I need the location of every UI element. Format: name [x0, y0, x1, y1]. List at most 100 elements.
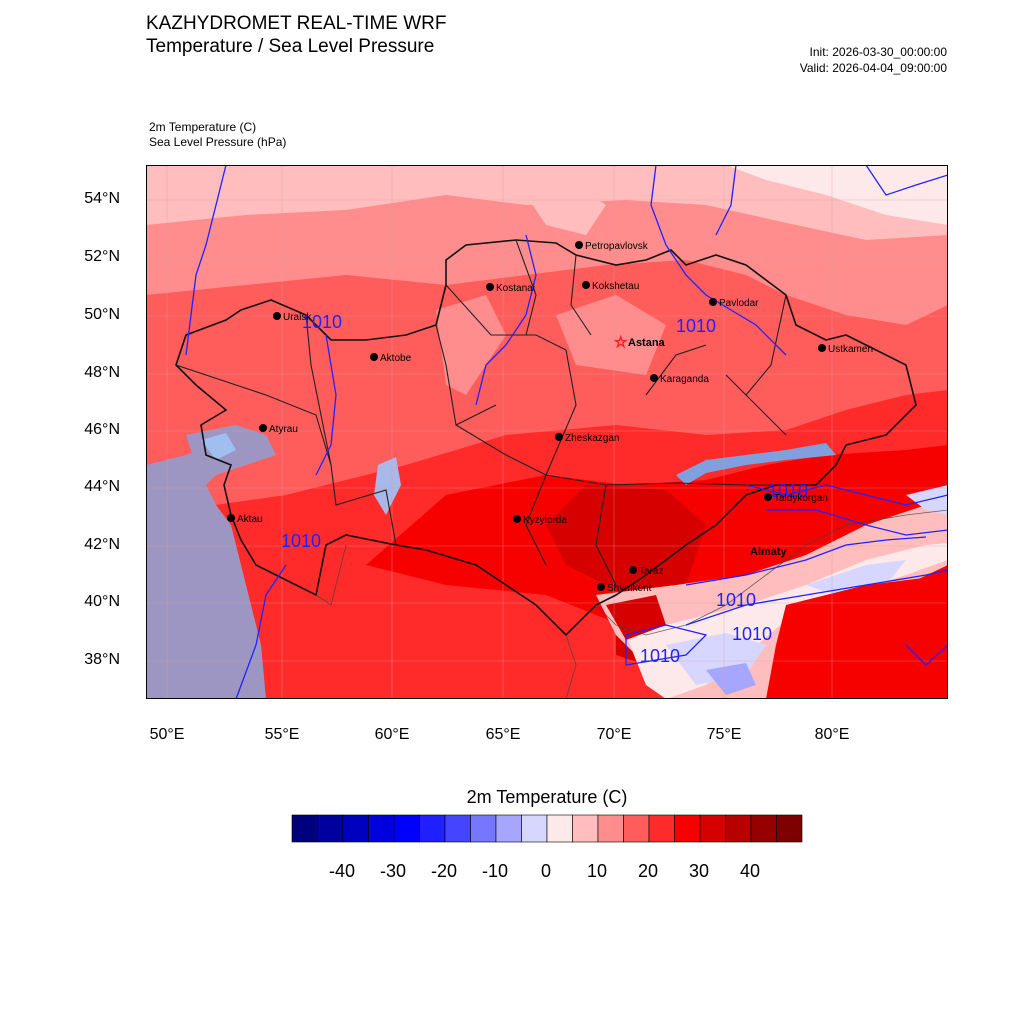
lake-balkhash	[676, 443, 836, 485]
city-label: Aktobe	[380, 353, 412, 364]
colorbar-swatch	[291, 814, 318, 843]
city-label: Petropavlovsk	[585, 241, 649, 252]
lat-label-44: 44°N	[84, 478, 120, 495]
colorbar-swatch	[521, 814, 548, 843]
colorbar-label: -40	[328, 861, 355, 881]
city-marker	[486, 283, 494, 291]
city-marker	[764, 493, 772, 501]
colorbar-swatch	[342, 814, 369, 843]
city-label: Kyzylorda	[523, 515, 567, 526]
isobar-labels: 1010 1010 1010 1010 1010 1010 1010	[281, 312, 808, 666]
colorbar-title: 2m Temperature (C)	[466, 787, 628, 807]
city-marker	[629, 566, 637, 574]
city-label: Astana	[628, 337, 666, 349]
field-mountains-cold-2	[806, 560, 906, 595]
aral-sea	[374, 457, 401, 515]
city-label: Taraz	[639, 566, 663, 577]
colorbar-label: 30	[688, 861, 710, 881]
colorbar-swatch	[572, 814, 599, 843]
colorbar-label: -30	[379, 861, 406, 881]
colorbar-swatch	[597, 814, 624, 843]
colorbar-label: -10	[481, 861, 508, 881]
colorbar-swatch	[368, 814, 395, 843]
field-southeast-hot	[766, 575, 948, 699]
lat-label-52: 52°N	[84, 248, 120, 265]
isobar-label: 1010	[716, 590, 756, 610]
lon-label-75: 75°E	[706, 726, 742, 743]
lat-label-54: 54°N	[84, 190, 120, 207]
colorbar-label: -20	[430, 861, 457, 881]
colorbar-swatch	[419, 814, 446, 843]
field-syrdarya-hot	[546, 485, 706, 595]
field-patch-north	[526, 185, 606, 235]
colorbar-swatch	[725, 814, 752, 843]
init-time: Init: 2026-03-30_00:00:00	[809, 45, 947, 59]
city-marker	[227, 514, 235, 522]
isobar-label: 1010	[281, 531, 321, 551]
isobar-label: 1010	[676, 316, 716, 336]
field-patch-west-center	[436, 295, 506, 395]
isobar-label: 1010	[640, 646, 680, 666]
city-label: Kostanai	[496, 283, 535, 294]
colorbar-swatch	[393, 814, 420, 843]
colorbar-label: 0	[540, 861, 551, 881]
city-label: Uralsk	[283, 312, 312, 323]
city-marker	[555, 433, 563, 441]
temperature-map: 1010 1010 1010 1010 1010 1010 1010 Petro…	[146, 165, 948, 699]
colorbar-swatch	[776, 814, 803, 843]
lat-label-42: 42°N	[84, 536, 120, 553]
lat-label-48: 48°N	[84, 364, 120, 381]
city-marker	[370, 353, 378, 361]
isobar-label: 1010	[732, 624, 772, 644]
colorbar-swatch	[470, 814, 497, 843]
lat-label-46: 46°N	[84, 421, 120, 438]
capital-star-icon: ☆	[614, 334, 627, 351]
city-label: Aktau	[237, 514, 263, 525]
field-mountains-cold-3	[706, 663, 756, 695]
map-subtitle: Temperature / Sea Level Pressure	[146, 36, 435, 57]
map-frame	[146, 165, 948, 699]
city-label: Taldykorgan	[774, 493, 828, 504]
lon-label-60: 60°E	[374, 726, 410, 743]
colorbar-label: 40	[739, 861, 761, 881]
isobar-label: 1010	[302, 312, 342, 332]
variable-pressure-label: Sea Level Pressure (hPa)	[149, 135, 287, 149]
lon-label-50: 50°E	[149, 726, 185, 743]
lat-label-40: 40°N	[84, 593, 120, 610]
city-label: Atyrau	[269, 424, 298, 435]
colorbar-label: 20	[637, 861, 659, 881]
city-marker	[582, 281, 590, 289]
caspian-shallow	[201, 433, 236, 460]
graticule	[146, 165, 948, 699]
city-marker	[259, 424, 267, 432]
city-marker	[597, 583, 605, 591]
colorbar-swatch	[444, 814, 471, 843]
colorbar	[291, 814, 803, 843]
lon-label-70: 70°E	[596, 726, 632, 743]
city-label: Ustkamen	[828, 344, 873, 355]
lat-label-50: 50°N	[84, 306, 120, 323]
city-marker	[818, 344, 826, 352]
city-marker	[709, 298, 717, 306]
colorbar-swatch	[495, 814, 522, 843]
city-label: Shymkent	[607, 583, 652, 594]
cities: Petropavlovsk Kostanai Kokshetau Pavloda…	[227, 241, 873, 594]
city-marker	[650, 374, 658, 382]
field-northeast-0-5	[726, 165, 948, 225]
colorbar-swatch	[623, 814, 650, 843]
map-title: KAZHYDROMET REAL-TIME WRF	[146, 13, 447, 34]
region-borders	[175, 239, 787, 586]
caspian-sea	[146, 445, 266, 699]
city-label: Zheskazgan	[565, 433, 619, 444]
isobar-label: 1010	[768, 481, 808, 501]
colorbar-swatch	[674, 814, 701, 843]
city-label: Kokshetau	[592, 281, 639, 292]
lon-label-65: 65°E	[485, 726, 521, 743]
colorbar-swatch	[750, 814, 777, 843]
city-marker	[575, 241, 583, 249]
city-label: Pavlodar	[719, 298, 759, 309]
field-patch-center	[556, 295, 666, 375]
colorbar-swatch	[546, 814, 573, 843]
colorbar-swatch	[648, 814, 675, 843]
isobars	[185, 165, 948, 699]
